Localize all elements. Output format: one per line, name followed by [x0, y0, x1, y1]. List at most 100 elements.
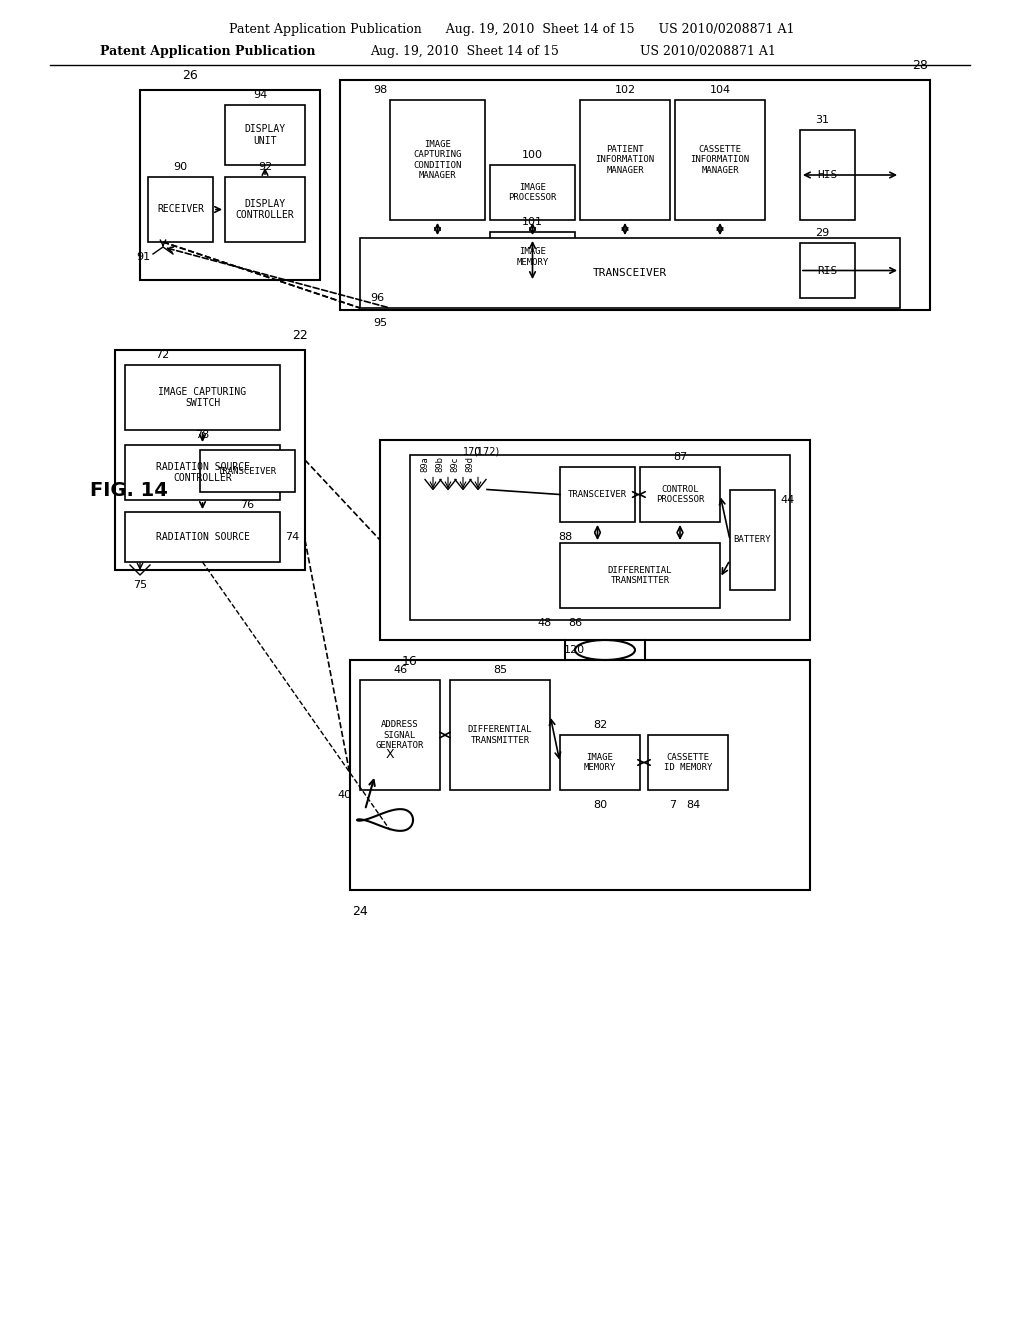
Text: 74: 74	[285, 532, 299, 543]
FancyBboxPatch shape	[390, 100, 485, 220]
FancyBboxPatch shape	[380, 440, 810, 640]
Text: 29: 29	[815, 228, 829, 238]
FancyBboxPatch shape	[340, 81, 930, 310]
FancyBboxPatch shape	[580, 100, 670, 220]
Text: 7: 7	[670, 800, 677, 810]
Text: 104: 104	[710, 84, 730, 95]
Text: 95: 95	[373, 318, 387, 327]
Text: RADIATION SOURCE: RADIATION SOURCE	[156, 532, 250, 543]
Text: TRANSCEIVER: TRANSCEIVER	[593, 268, 667, 279]
Text: 89b: 89b	[435, 457, 444, 473]
Text: 72: 72	[156, 350, 170, 360]
Text: 48: 48	[538, 618, 552, 628]
FancyBboxPatch shape	[490, 165, 575, 220]
Text: PATIENT
INFORMATION
MANAGER: PATIENT INFORMATION MANAGER	[595, 145, 654, 176]
Text: IMAGE
MEMORY: IMAGE MEMORY	[516, 247, 549, 267]
Text: 98: 98	[374, 84, 388, 95]
Text: 94: 94	[253, 90, 267, 100]
Text: 16: 16	[402, 655, 418, 668]
FancyBboxPatch shape	[360, 238, 900, 308]
Text: TRANSCEIVER: TRANSCEIVER	[568, 490, 627, 499]
Text: 22: 22	[292, 329, 308, 342]
Text: 44: 44	[780, 495, 795, 506]
FancyBboxPatch shape	[560, 467, 635, 521]
Text: CASSETTE
INFORMATION
MANAGER: CASSETTE INFORMATION MANAGER	[690, 145, 750, 176]
Text: 89c: 89c	[451, 457, 460, 473]
FancyBboxPatch shape	[140, 90, 319, 280]
FancyBboxPatch shape	[350, 660, 810, 890]
Text: CONTROL
PROCESSOR: CONTROL PROCESSOR	[655, 484, 705, 504]
Text: 40: 40	[338, 789, 352, 800]
FancyBboxPatch shape	[800, 243, 855, 298]
Text: 24: 24	[352, 906, 368, 917]
Text: 101: 101	[522, 216, 543, 227]
FancyBboxPatch shape	[560, 735, 640, 789]
Text: DIFFERENTIAL
TRANSMITTER: DIFFERENTIAL TRANSMITTER	[468, 725, 532, 744]
Text: Patent Application Publication: Patent Application Publication	[100, 45, 315, 58]
FancyBboxPatch shape	[450, 680, 550, 789]
Text: 31: 31	[815, 115, 829, 125]
FancyBboxPatch shape	[200, 450, 295, 492]
Text: 84: 84	[686, 800, 700, 810]
Text: TRANSCEIVER: TRANSCEIVER	[218, 466, 278, 475]
Text: 89a: 89a	[421, 457, 429, 473]
Text: 89d: 89d	[466, 457, 474, 473]
Text: Patent Application Publication      Aug. 19, 2010  Sheet 14 of 15      US 2010/0: Patent Application Publication Aug. 19, …	[229, 24, 795, 37]
FancyBboxPatch shape	[560, 543, 720, 609]
Text: 170: 170	[463, 447, 481, 457]
Text: DISPLAY
UNIT: DISPLAY UNIT	[245, 124, 286, 145]
FancyBboxPatch shape	[730, 490, 775, 590]
FancyBboxPatch shape	[490, 232, 575, 282]
Text: 82: 82	[593, 719, 607, 730]
FancyBboxPatch shape	[225, 106, 305, 165]
Text: 88: 88	[558, 532, 572, 543]
Text: IMAGE
CAPTURING
CONDITION
MANAGER: IMAGE CAPTURING CONDITION MANAGER	[414, 140, 462, 180]
Text: DIFFERENTIAL
TRANSMITTER: DIFFERENTIAL TRANSMITTER	[608, 566, 672, 585]
Text: 90: 90	[173, 162, 187, 172]
FancyBboxPatch shape	[148, 177, 213, 242]
Text: 85: 85	[493, 665, 507, 675]
FancyBboxPatch shape	[648, 735, 728, 789]
Text: RECEIVER: RECEIVER	[157, 205, 204, 214]
FancyBboxPatch shape	[125, 366, 280, 430]
FancyBboxPatch shape	[640, 467, 720, 521]
Text: 100: 100	[522, 150, 543, 160]
Text: RADIATION SOURCE
CONTROLLER: RADIATION SOURCE CONTROLLER	[156, 462, 250, 483]
Text: 102: 102	[614, 84, 636, 95]
FancyBboxPatch shape	[360, 680, 440, 789]
Text: 91: 91	[136, 252, 151, 261]
Text: 26: 26	[182, 69, 198, 82]
Text: BATTERY: BATTERY	[733, 536, 771, 544]
Text: Aug. 19, 2010  Sheet 14 of 15: Aug. 19, 2010 Sheet 14 of 15	[370, 45, 559, 58]
Text: RIS: RIS	[817, 265, 838, 276]
Text: 78: 78	[196, 430, 210, 440]
Text: IMAGE
MEMORY: IMAGE MEMORY	[584, 752, 616, 772]
Text: US 2010/0208871 A1: US 2010/0208871 A1	[640, 45, 776, 58]
Text: FIG. 14: FIG. 14	[90, 480, 168, 499]
Text: 92: 92	[258, 162, 272, 172]
Text: DISPLAY
CONTROLLER: DISPLAY CONTROLLER	[236, 199, 294, 220]
FancyBboxPatch shape	[125, 445, 280, 500]
Text: ADDRESS
SIGNAL
GENERATOR: ADDRESS SIGNAL GENERATOR	[376, 721, 424, 750]
FancyBboxPatch shape	[675, 100, 765, 220]
Text: (172): (172)	[473, 447, 499, 457]
Text: IMAGE CAPTURING
SWITCH: IMAGE CAPTURING SWITCH	[159, 387, 247, 408]
Text: 86: 86	[568, 618, 582, 628]
FancyBboxPatch shape	[225, 177, 305, 242]
FancyBboxPatch shape	[125, 512, 280, 562]
Text: 120: 120	[564, 645, 585, 655]
Text: 76: 76	[241, 500, 255, 510]
Text: CASSETTE
ID MEMORY: CASSETTE ID MEMORY	[664, 752, 712, 772]
Text: 46: 46	[393, 665, 408, 675]
Text: 87: 87	[673, 451, 687, 462]
Text: 96: 96	[370, 293, 384, 304]
FancyBboxPatch shape	[800, 129, 855, 220]
FancyBboxPatch shape	[115, 350, 305, 570]
Text: HIS: HIS	[817, 170, 838, 180]
FancyBboxPatch shape	[410, 455, 790, 620]
Text: IMAGE
PROCESSOR: IMAGE PROCESSOR	[508, 182, 557, 202]
Text: 75: 75	[133, 579, 147, 590]
Text: X: X	[386, 748, 394, 762]
Text: 80: 80	[593, 800, 607, 810]
Text: 28: 28	[912, 59, 928, 73]
